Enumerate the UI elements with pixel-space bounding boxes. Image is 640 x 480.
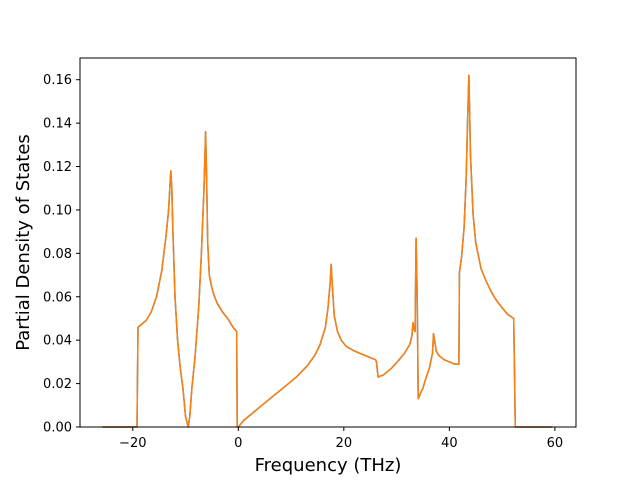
y-tick-label: 0.06 bbox=[43, 290, 72, 305]
y-tick-label: 0.12 bbox=[43, 160, 72, 175]
y-tick-label: 0.02 bbox=[43, 377, 72, 392]
x-axis-label: Frequency (THz) bbox=[255, 455, 402, 476]
pdos-line bbox=[102, 74, 553, 428]
x-tick-label: −20 bbox=[119, 436, 146, 451]
y-axis-label: Partial Density of States bbox=[13, 134, 34, 351]
x-tick-label: 0 bbox=[234, 436, 242, 451]
y-tick-label: 0.14 bbox=[43, 117, 72, 132]
y-tick-label: 0.08 bbox=[43, 247, 72, 262]
y-tick-label: 0.10 bbox=[43, 203, 72, 218]
x-tick-label: 20 bbox=[336, 436, 353, 451]
y-axis-ticks: 0.00 0.02 0.04 0.06 0.08 0.10 0.12 0.14 0.16 bbox=[43, 73, 80, 436]
axes-frame bbox=[79, 57, 577, 428]
pdos-underlay-line bbox=[102, 74, 553, 428]
plot-area bbox=[102, 74, 553, 428]
y-tick-label: 0.16 bbox=[43, 73, 72, 88]
x-axis-ticks: −20 0 20 40 60 bbox=[119, 427, 563, 451]
x-tick-label: 40 bbox=[441, 436, 458, 451]
x-tick-label: 60 bbox=[547, 436, 564, 451]
y-tick-label: 0.04 bbox=[43, 334, 72, 349]
y-tick-label: 0.00 bbox=[43, 421, 72, 436]
